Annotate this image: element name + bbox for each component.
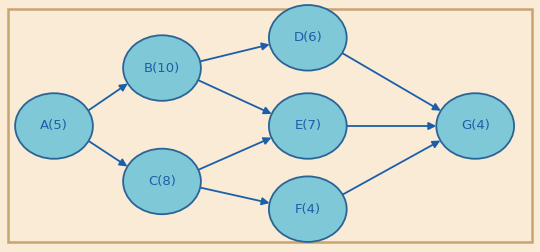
Ellipse shape	[123, 35, 201, 101]
Ellipse shape	[269, 93, 347, 159]
Ellipse shape	[436, 93, 514, 159]
FancyBboxPatch shape	[8, 9, 532, 242]
Text: C(8): C(8)	[148, 175, 176, 188]
Ellipse shape	[269, 176, 347, 242]
Ellipse shape	[123, 149, 201, 214]
Text: B(10): B(10)	[144, 61, 180, 75]
Text: G(4): G(4)	[461, 119, 490, 133]
Text: A(5): A(5)	[40, 119, 68, 133]
Text: E(7): E(7)	[294, 119, 321, 133]
Ellipse shape	[15, 93, 93, 159]
Ellipse shape	[269, 5, 347, 71]
Text: D(6): D(6)	[293, 31, 322, 44]
Text: F(4): F(4)	[295, 203, 321, 216]
